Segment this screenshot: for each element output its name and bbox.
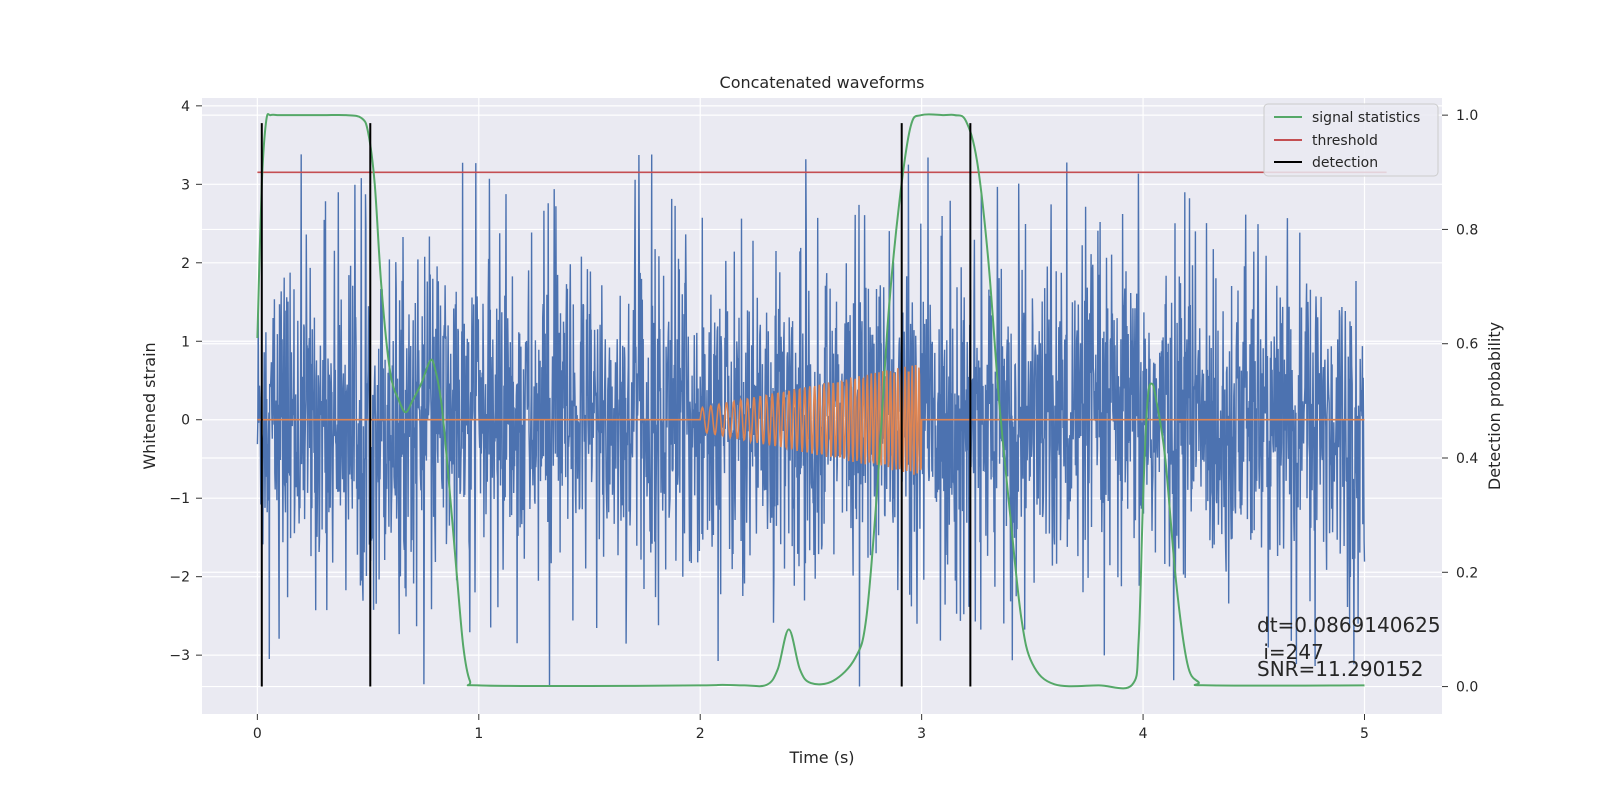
y-axis-label: Whitened strain <box>140 342 159 469</box>
x-axis-label: Time (s) <box>788 748 854 767</box>
y2-axis-label: Detection probability <box>1485 322 1504 490</box>
legend: signal statistics threshold detection <box>1263 103 1439 177</box>
legend-label-threshold: threshold <box>1312 133 1378 149</box>
y2-tick-label: 1.0 <box>1456 108 1478 124</box>
x-tick-label: 0 <box>253 726 262 742</box>
y-tick-label: −2 <box>169 570 190 586</box>
y-tick-label: 0 <box>181 413 190 429</box>
x-tick-label: 1 <box>474 726 483 742</box>
y-tick-label: 4 <box>181 99 190 115</box>
annotation-snr: SNR=11.290152 <box>1257 657 1423 681</box>
y-tick-label: 3 <box>181 177 190 193</box>
signal-statistics-line <box>256 113 1365 690</box>
y-tick-label: −1 <box>169 491 190 507</box>
legend-label-signal-statistics: signal statistics <box>1312 110 1420 126</box>
injected-series <box>257 364 1365 475</box>
x-tick-label: 2 <box>696 726 705 742</box>
y2-tick-label: 0.8 <box>1456 222 1478 238</box>
x-axis-ticks: 0 1 2 3 4 5 <box>253 714 1369 742</box>
y2-tick-label: 0.0 <box>1456 680 1478 696</box>
x-tick-label: 5 <box>1360 726 1369 742</box>
y2-tick-label: 0.2 <box>1456 565 1478 581</box>
annotation-index: i=247 <box>1257 640 1324 664</box>
injected-line <box>257 364 1365 475</box>
y-tick-label: 1 <box>181 334 190 350</box>
y2-tick-label: 0.6 <box>1456 337 1478 353</box>
x-tick-label: 3 <box>917 726 926 742</box>
y-axis-ticks: −3 −2 −1 0 1 2 3 4 <box>169 99 202 664</box>
legend-label-detection: detection <box>1312 155 1378 171</box>
annotation-dt: dt=0.0869140625 <box>1257 613 1441 637</box>
y-tick-label: −3 <box>169 648 190 664</box>
x-tick-label: 4 <box>1139 726 1148 742</box>
y-tick-label: 2 <box>181 256 190 272</box>
legend-box <box>1263 103 1439 177</box>
chart-title: Concatenated waveforms <box>720 73 925 92</box>
detection-series <box>260 123 972 687</box>
y2-tick-label: 0.4 <box>1456 451 1478 467</box>
signal-statistics-series <box>256 113 1365 690</box>
y2-axis-ticks: 0.0 0.2 0.4 0.6 0.8 1.0 <box>1442 108 1478 696</box>
